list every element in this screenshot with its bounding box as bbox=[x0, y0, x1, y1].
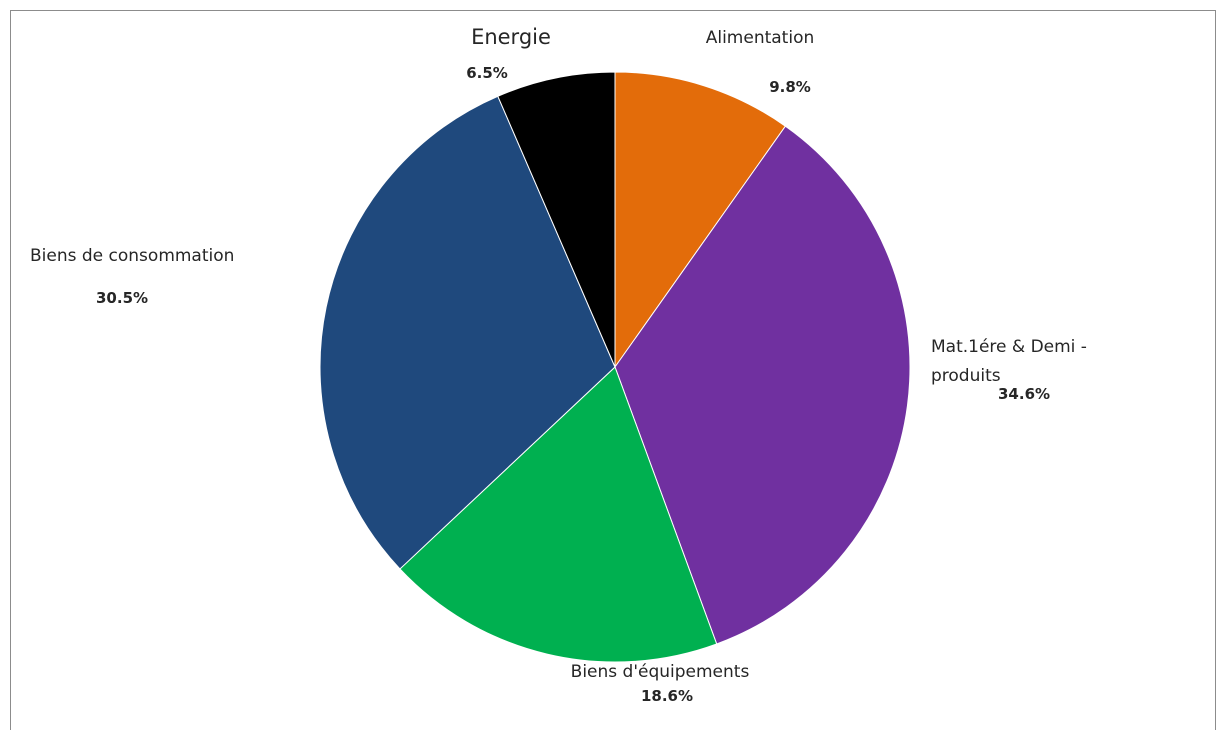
chart-frame bbox=[10, 10, 1216, 730]
slice-value-biens-equipements: 18.6% bbox=[641, 687, 693, 705]
pie-slice-energie bbox=[497, 71, 616, 368]
slice-label-mat-premiere-line-1: Mat.1ére & Demi - bbox=[931, 337, 1087, 357]
pie-chart: Alimentation 9.8% Mat.1ére & Demi - prod… bbox=[30, 25, 1087, 705]
slice-label-biens-consommation: Biens de consommation bbox=[30, 246, 234, 266]
pie-slice-biens-d-equipements bbox=[399, 366, 718, 663]
slice-label-energie: Energie bbox=[471, 25, 551, 49]
slice-value-mat-premiere: 34.6% bbox=[998, 385, 1050, 403]
pie-slice-mat-1ere-demi-produits bbox=[614, 125, 911, 645]
slice-value-energie: 6.5% bbox=[466, 64, 508, 82]
slice-value-alimentation: 9.8% bbox=[769, 78, 811, 96]
slice-label-alimentation: Alimentation bbox=[706, 28, 815, 48]
slice-label-mat-premiere-line-2: produits bbox=[931, 366, 1001, 386]
pie-slice-alimentation bbox=[614, 71, 787, 369]
pie-slice-biens-de-consommation bbox=[319, 95, 616, 570]
pie-labels: Alimentation 9.8% Mat.1ére & Demi - prod… bbox=[30, 25, 1087, 705]
slice-label-biens-equipements: Biens d'équipements bbox=[571, 662, 750, 682]
pie-slices bbox=[319, 71, 911, 663]
slice-value-biens-consommation: 30.5% bbox=[96, 289, 148, 307]
